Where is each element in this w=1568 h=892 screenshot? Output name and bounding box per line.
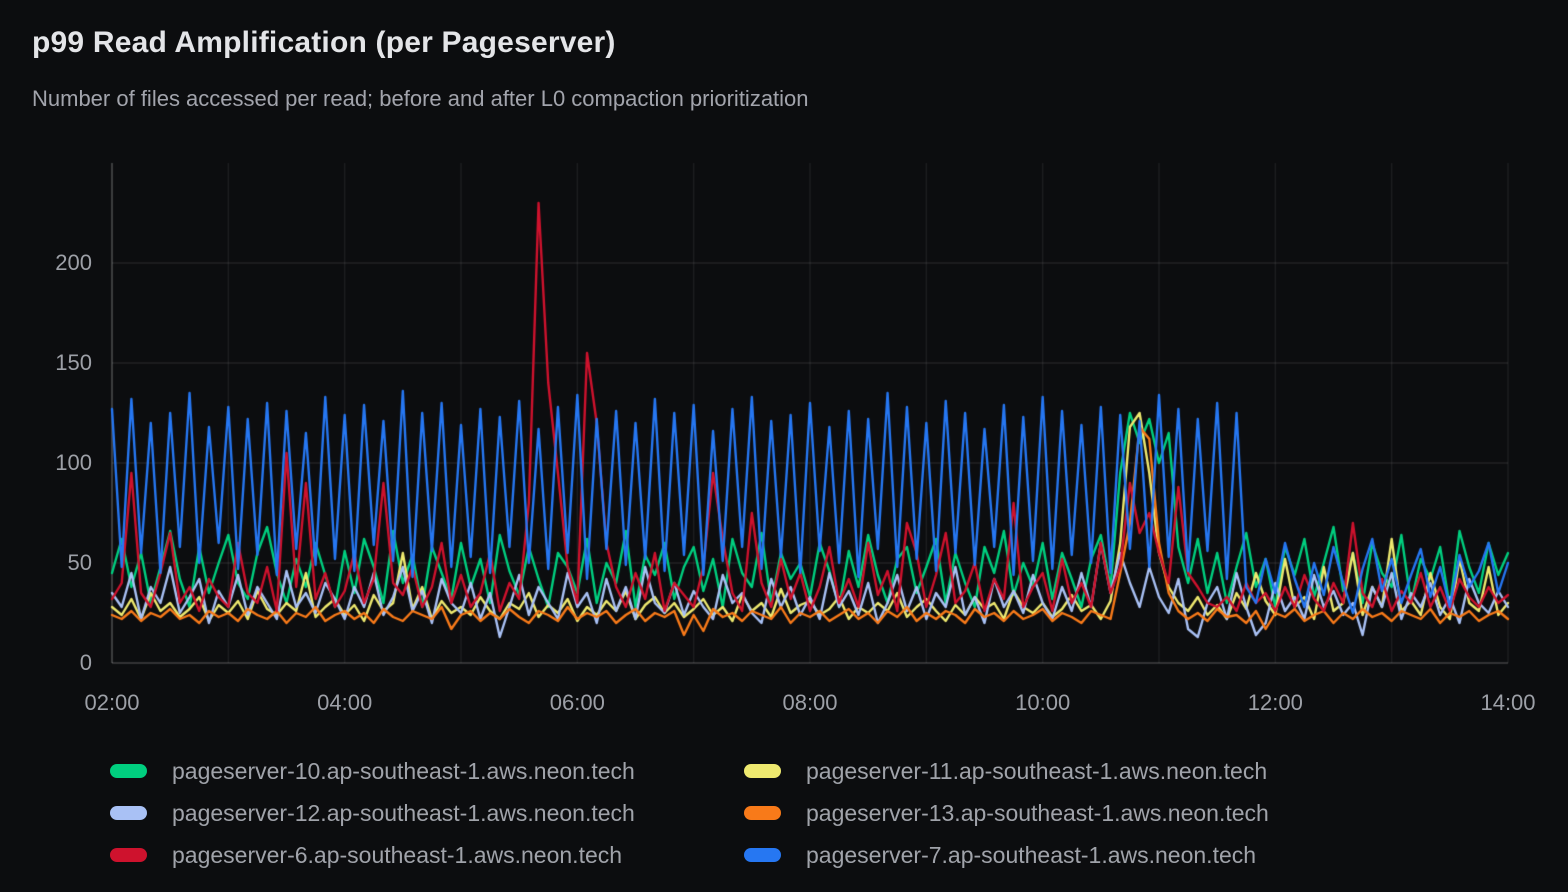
legend-series-label: pageserver-12.ap-southeast-1.aws.neon.te… (172, 799, 635, 826)
legend-series-label: pageserver-6.ap-southeast-1.aws.neon.tec… (172, 841, 623, 868)
x-tick-label: 12:00 (1247, 690, 1303, 715)
legend-series-swatch (110, 764, 147, 778)
legend: pageserver-10.ap-southeast-1.aws.neon.te… (110, 750, 1269, 876)
x-tick-label: 08:00 (782, 690, 838, 715)
x-tick-label: 06:00 (549, 690, 605, 715)
legend-series-label: pageserver-10.ap-southeast-1.aws.neon.te… (172, 757, 635, 784)
legend-series-swatch (744, 806, 781, 820)
legend-item[interactable]: pageserver-6.ap-southeast-1.aws.neon.tec… (110, 842, 744, 869)
y-tick-label: 150 (55, 350, 92, 375)
legend-series-swatch (744, 764, 781, 778)
legend-item[interactable]: pageserver-12.ap-southeast-1.aws.neon.te… (110, 800, 744, 827)
legend-item[interactable]: pageserver-10.ap-southeast-1.aws.neon.te… (110, 758, 744, 785)
x-tick-label: 04:00 (317, 690, 373, 715)
legend-item[interactable]: pageserver-11.ap-southeast-1.aws.neon.te… (744, 758, 1269, 785)
y-tick-label: 50 (67, 550, 92, 575)
legend-series-label: pageserver-7.ap-southeast-1.aws.neon.tec… (806, 841, 1257, 868)
y-tick-label: 100 (55, 450, 92, 475)
x-tick-label: 02:00 (84, 690, 140, 715)
y-tick-label: 0 (79, 650, 92, 675)
legend-series-label: pageserver-13.ap-southeast-1.aws.neon.te… (806, 799, 1269, 826)
legend-item[interactable]: pageserver-7.ap-southeast-1.aws.neon.tec… (744, 842, 1269, 869)
legend-series-swatch (110, 848, 147, 862)
x-tick-label: 14:00 (1480, 690, 1536, 715)
legend-series-swatch (110, 806, 147, 820)
y-tick-label: 200 (55, 250, 92, 275)
legend-series-swatch (744, 848, 781, 862)
x-tick-label: 10:00 (1015, 690, 1071, 715)
legend-series-label: pageserver-11.ap-southeast-1.aws.neon.te… (806, 757, 1268, 784)
legend-item[interactable]: pageserver-13.ap-southeast-1.aws.neon.te… (744, 800, 1269, 827)
